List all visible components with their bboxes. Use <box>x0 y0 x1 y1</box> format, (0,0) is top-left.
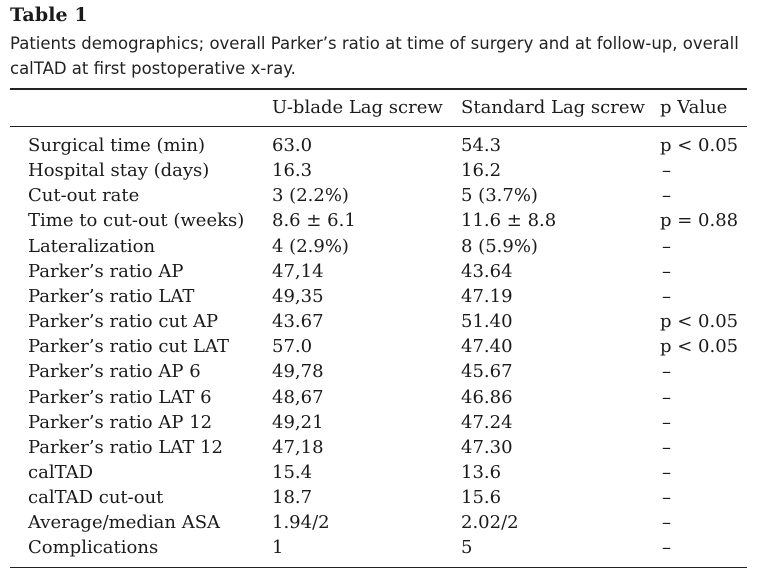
cell-standard: 16.2 <box>461 160 502 181</box>
cell-ublade: 8.6 ± 6.1 <box>272 210 356 231</box>
cell-ublade: 1 <box>272 537 284 558</box>
bottom-rule <box>10 567 747 568</box>
cell-pvalue: p < 0.05 <box>660 311 739 332</box>
cell-standard: 8 (5.9%) <box>461 236 538 257</box>
cell-ublade: 15.4 <box>272 462 313 483</box>
row-label: Parker’s ratio LAT <box>28 286 195 307</box>
cell-standard: 51.40 <box>461 311 513 332</box>
row-label: Lateralization <box>28 236 156 257</box>
cell-standard: 47.40 <box>461 336 513 357</box>
cell-ublade: 57.0 <box>272 336 313 357</box>
row-label: Parker’s ratio AP 12 <box>28 412 213 433</box>
row-label: Complications <box>28 537 159 558</box>
header-col-pvalue: p Value <box>660 97 728 118</box>
cell-standard: 15.6 <box>461 487 502 508</box>
cell-ublade: 43.67 <box>272 311 324 332</box>
cell-standard: 5 (3.7%) <box>461 185 538 206</box>
cell-standard: 43.64 <box>461 261 513 282</box>
cell-pvalue: p < 0.05 <box>660 135 739 156</box>
row-label: Time to cut-out (weeks) <box>28 210 245 231</box>
cell-ublade: 4 (2.9%) <box>272 236 349 257</box>
cell-standard: 45.67 <box>461 361 513 382</box>
row-label: Parker’s ratio cut LAT <box>28 336 229 357</box>
cell-ublade: 3 (2.2%) <box>272 185 349 206</box>
table-caption: Patients demographics; overall Parker’s … <box>10 34 739 78</box>
cell-pvalue: p < 0.05 <box>660 336 739 357</box>
row-label: Parker’s ratio LAT 6 <box>28 387 212 408</box>
row-label: Surgical time (min) <box>28 135 205 156</box>
cell-pvalue: – <box>662 487 671 508</box>
cell-ublade: 63.0 <box>272 135 313 156</box>
cell-ublade: 49,35 <box>272 286 324 307</box>
cell-pvalue: – <box>662 185 671 206</box>
cell-standard: 47.19 <box>461 286 513 307</box>
cell-standard: 13.6 <box>461 462 502 483</box>
header-col-ublade: U-blade Lag screw <box>272 97 443 118</box>
cell-ublade: 48,67 <box>272 387 324 408</box>
cell-standard: 2.02/2 <box>461 512 519 533</box>
cell-standard: 5 <box>461 537 473 558</box>
row-label: Parker’s ratio LAT 12 <box>28 437 223 458</box>
top-rule <box>10 88 747 90</box>
cell-pvalue: – <box>662 412 671 433</box>
row-label: Cut-out rate <box>28 185 140 206</box>
cell-ublade: 49,78 <box>272 361 324 382</box>
cell-pvalue: – <box>662 286 671 307</box>
cell-pvalue: – <box>662 361 671 382</box>
cell-ublade: 16.3 <box>272 160 313 181</box>
row-label: calTAD <box>28 462 94 483</box>
cell-pvalue: – <box>662 261 671 282</box>
cell-pvalue: – <box>662 512 671 533</box>
header-col-standard: Standard Lag screw <box>461 97 645 118</box>
cell-standard: 11.6 ± 8.8 <box>461 210 557 231</box>
cell-ublade: 49,21 <box>272 412 324 433</box>
row-label: Hospital stay (days) <box>28 160 210 181</box>
cell-standard: 54.3 <box>461 135 502 156</box>
cell-pvalue: – <box>662 437 671 458</box>
cell-ublade: 47,14 <box>272 261 324 282</box>
row-label: Parker’s ratio cut AP <box>28 311 219 332</box>
row-label: Parker’s ratio AP <box>28 261 184 282</box>
table-label: Table 1 <box>10 4 88 26</box>
cell-pvalue: – <box>662 236 671 257</box>
cell-pvalue: – <box>662 160 671 181</box>
cell-ublade: 18.7 <box>272 487 313 508</box>
cell-ublade: 47,18 <box>272 437 324 458</box>
row-label: Average/median ASA <box>28 512 221 533</box>
cell-standard: 47.24 <box>461 412 513 433</box>
row-label: Parker’s ratio AP 6 <box>28 361 201 382</box>
cell-pvalue: – <box>662 462 671 483</box>
cell-pvalue: – <box>662 537 671 558</box>
header-rule <box>10 126 747 127</box>
cell-ublade: 1.94/2 <box>272 512 330 533</box>
cell-standard: 47.30 <box>461 437 513 458</box>
row-label: calTAD cut-out <box>28 487 164 508</box>
cell-pvalue: p = 0.88 <box>660 210 739 231</box>
cell-pvalue: – <box>662 387 671 408</box>
cell-standard: 46.86 <box>461 387 513 408</box>
